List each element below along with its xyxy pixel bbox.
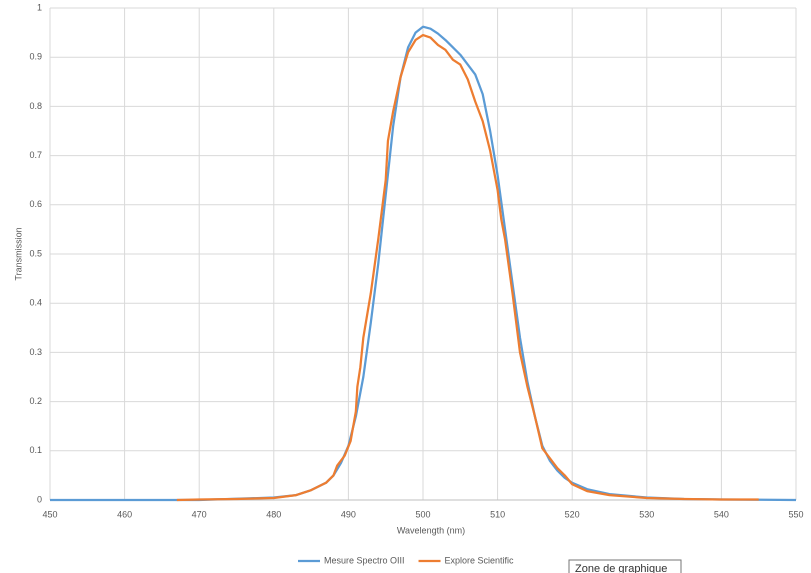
y-tick-label: 1: [37, 2, 42, 12]
x-tick-label: 520: [565, 509, 580, 519]
y-tick-label: 0.1: [29, 445, 42, 455]
tooltip: Zone de graphique: [575, 563, 667, 573]
x-tick-label: 550: [788, 509, 803, 519]
y-tick-label: 0.2: [29, 396, 42, 406]
y-axis-title: Transmission: [13, 227, 23, 280]
y-tick-label: 0.9: [29, 52, 42, 62]
x-tick-label: 460: [117, 509, 132, 519]
y-tick-label: 0.8: [29, 101, 42, 111]
legend-label: Mesure Spectro OIII: [324, 555, 405, 565]
series-line: [176, 33, 759, 502]
y-tick-label: 0.4: [29, 298, 42, 308]
y-tick-label: 0.5: [29, 248, 42, 258]
tooltip-box: [568, 559, 682, 573]
y-tick-label: 0: [37, 494, 42, 504]
x-tick-label: 510: [490, 509, 505, 519]
x-tick-label: 470: [192, 509, 207, 519]
x-tick-label: 450: [42, 509, 57, 519]
x-tick-label: 540: [714, 509, 729, 519]
x-tick-label: 530: [639, 509, 654, 519]
x-axis-title: Wavelength (nm): [397, 525, 465, 535]
y-tick-label: 0.3: [29, 347, 42, 357]
x-tick-label: 480: [266, 509, 281, 519]
series-line: [50, 25, 797, 502]
y-tick-label: 0.7: [29, 150, 42, 160]
x-tick-label: 500: [415, 509, 430, 519]
y-tick-label: 0.6: [29, 199, 42, 209]
legend-label: Explore Scientific: [445, 555, 515, 565]
x-tick-label: 490: [341, 509, 356, 519]
